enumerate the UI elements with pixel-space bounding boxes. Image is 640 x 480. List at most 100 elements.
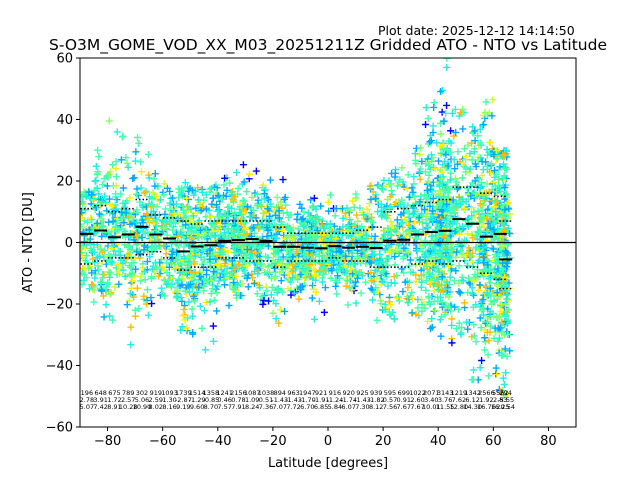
data-point [299,215,307,223]
data-point [209,322,217,330]
data-point [416,175,424,183]
data-point [374,181,382,189]
data-point [182,324,190,332]
data-point [365,210,373,218]
bin-stat-label: 7.72 [286,403,300,411]
data-point [268,283,276,291]
data-point [294,210,302,218]
data-point [447,127,455,135]
data-point [137,184,145,192]
data-point [353,246,361,254]
data-point [280,271,288,279]
data-point [190,191,198,199]
data-point [448,321,456,329]
data-point [300,250,308,258]
data-point [186,218,194,226]
data-point [100,175,108,183]
data-point [139,201,147,209]
data-point [312,288,320,296]
data-point [213,289,221,297]
data-point [209,202,217,210]
data-point [301,253,309,261]
data-point [257,245,265,253]
data-point [290,234,298,242]
data-point [112,182,120,190]
data-point [312,250,320,258]
data-point [321,224,329,232]
data-point [358,272,366,280]
data-point [137,168,145,176]
data-point [117,156,125,164]
data-point [354,217,362,225]
data-point [411,192,419,200]
data-point [108,259,116,267]
data-point [331,212,339,220]
data-point [86,285,94,293]
data-point [139,228,147,236]
data-point [165,271,173,279]
data-point [153,192,161,200]
data-point [177,294,185,302]
data-point [286,224,294,232]
data-point [262,283,270,291]
data-point [344,222,352,230]
data-point [163,231,171,239]
data-point [362,231,370,239]
data-point [229,216,237,224]
data-point [331,228,339,236]
data-point [276,268,284,276]
data-point [183,290,191,298]
data-point [133,208,141,216]
data-point [208,221,216,229]
data-point [296,200,304,208]
data-point [104,279,112,287]
data-point [243,188,251,196]
data-point [306,227,314,235]
data-point [163,184,171,192]
data-point [94,146,102,154]
data-point [167,283,175,291]
data-point [189,330,197,338]
data-point [353,211,361,219]
data-point [178,323,186,331]
data-point [107,289,115,297]
data-point [223,186,231,194]
bin-stat-label: 6.85 [314,403,328,411]
data-point [133,232,141,240]
data-point [404,299,412,307]
data-point [270,296,278,304]
data-point [251,280,259,288]
data-point [361,252,369,260]
data-point [81,206,89,214]
data-point [156,196,164,204]
data-point [367,182,375,190]
data-point [257,201,265,209]
y-tick-label: 20 [56,175,73,190]
data-point [431,165,439,173]
data-point [333,290,341,298]
data-point [390,315,398,323]
data-point [356,231,364,239]
data-point [119,232,127,240]
data-point [257,296,265,304]
data-point [267,291,275,299]
data-point [180,267,188,275]
data-point [175,211,183,219]
data-point [424,114,432,122]
data-point [286,249,294,257]
data-point [106,273,114,281]
data-point [119,184,127,192]
data-point [493,370,501,378]
bin-stat-label: 5.07 [80,403,94,411]
data-point [98,197,106,205]
data-point [106,269,114,277]
bin-stat-label: 9.19 [176,403,190,411]
data-point [277,198,285,206]
data-point [302,274,310,282]
data-point [259,209,267,217]
data-point [125,297,133,305]
data-point [193,224,201,232]
data-point [264,242,272,250]
data-point [112,158,120,166]
